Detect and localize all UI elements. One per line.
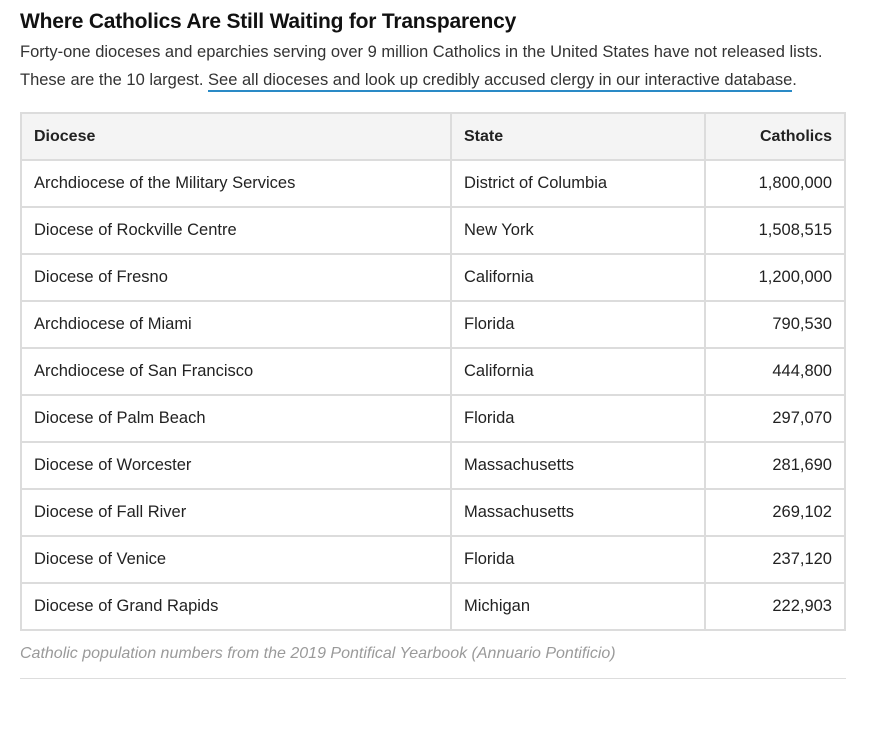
cell-diocese: Archdiocese of the Military Services — [20, 159, 452, 208]
cell-diocese: Diocese of Venice — [20, 535, 452, 584]
cell-catholics: 790,530 — [704, 300, 846, 349]
cell-state: Florida — [450, 300, 706, 349]
cell-diocese: Diocese of Rockville Centre — [20, 206, 452, 255]
cell-catholics: 297,070 — [704, 394, 846, 443]
cell-state: California — [450, 347, 706, 396]
cell-catholics: 444,800 — [704, 347, 846, 396]
bottom-divider — [20, 678, 846, 679]
table-row: Diocese of Fresno California 1,200,000 — [20, 253, 846, 302]
cell-state: California — [450, 253, 706, 302]
article-block: Where Catholics Are Still Waiting for Tr… — [20, 0, 846, 679]
page-title: Where Catholics Are Still Waiting for Tr… — [20, 10, 517, 33]
cell-state: Massachusetts — [450, 441, 706, 490]
cell-catholics: 237,120 — [704, 535, 846, 584]
table-row: Archdiocese of San Francisco California … — [20, 347, 846, 396]
intro-text: Forty-one dioceses and eparchies serving… — [20, 43, 823, 89]
table-row: Diocese of Fall River Massachusetts 269,… — [20, 488, 846, 537]
table-row: Diocese of Grand Rapids Michigan 222,903 — [20, 582, 846, 631]
cell-diocese: Archdiocese of San Francisco — [20, 347, 452, 396]
cell-catholics: 1,800,000 — [704, 159, 846, 208]
header-diocese: Diocese — [20, 112, 452, 161]
source-note: Catholic population numbers from the 201… — [20, 645, 616, 662]
cell-diocese: Diocese of Fresno — [20, 253, 452, 302]
table-row: Diocese of Rockville Centre New York 1,5… — [20, 206, 846, 255]
table-row: Diocese of Palm Beach Florida 297,070 — [20, 394, 846, 443]
cell-catholics: 222,903 — [704, 582, 846, 631]
cell-state: New York — [450, 206, 706, 255]
intro-end: . — [792, 71, 797, 89]
table-row: Archdiocese of the Military Services Dis… — [20, 159, 846, 208]
table-header-row: Diocese State Catholics — [20, 112, 846, 161]
cell-state: Florida — [450, 535, 706, 584]
cell-state: Florida — [450, 394, 706, 443]
cell-state: Michigan — [450, 582, 706, 631]
cell-catholics: 1,200,000 — [704, 253, 846, 302]
table-row: Diocese of Venice Florida 237,120 — [20, 535, 846, 584]
database-link[interactable]: See all dioceses and look up credibly ac… — [208, 71, 793, 92]
cell-catholics: 1,508,515 — [704, 206, 846, 255]
cell-diocese: Diocese of Worcester — [20, 441, 452, 490]
header-catholics: Catholics — [704, 112, 846, 161]
cell-state: Massachusetts — [450, 488, 706, 537]
cell-diocese: Diocese of Palm Beach — [20, 394, 452, 443]
table-row: Archdiocese of Miami Florida 790,530 — [20, 300, 846, 349]
cell-catholics: 269,102 — [704, 488, 846, 537]
cell-diocese: Diocese of Fall River — [20, 488, 452, 537]
header-state: State — [450, 112, 706, 161]
intro-paragraph: Forty-one dioceses and eparchies serving… — [20, 38, 846, 94]
cell-catholics: 281,690 — [704, 441, 846, 490]
dioceses-table: Diocese State Catholics Archdiocese of t… — [20, 112, 846, 631]
cell-diocese: Archdiocese of Miami — [20, 300, 452, 349]
table-row: Diocese of Worcester Massachusetts 281,6… — [20, 441, 846, 490]
cell-state: District of Columbia — [450, 159, 706, 208]
cell-diocese: Diocese of Grand Rapids — [20, 582, 452, 631]
